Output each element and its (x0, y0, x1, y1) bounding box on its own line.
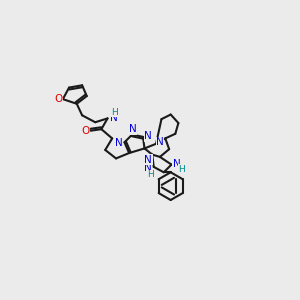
Text: H: H (178, 165, 185, 174)
Text: N: N (173, 159, 181, 169)
Text: N: N (144, 164, 152, 173)
Text: N: N (110, 112, 118, 123)
Text: O: O (81, 127, 89, 136)
Text: H: H (111, 108, 118, 117)
Text: O: O (54, 94, 62, 104)
Text: N: N (129, 124, 137, 134)
Text: N: N (145, 155, 152, 165)
Text: N: N (115, 138, 123, 148)
Text: N: N (145, 131, 152, 141)
Text: H: H (147, 170, 154, 179)
Text: N: N (156, 137, 164, 147)
